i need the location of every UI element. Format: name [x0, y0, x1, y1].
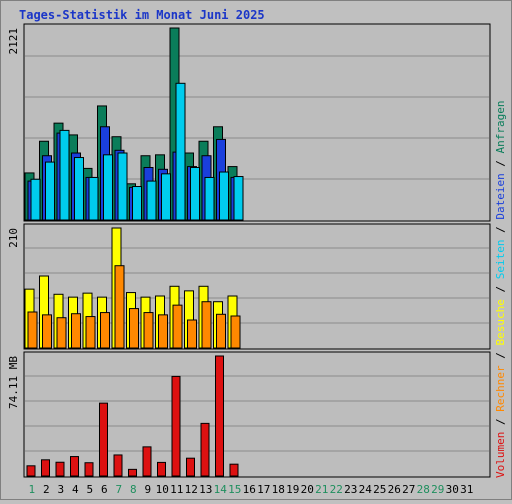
- legend-volumen: Volumen: [494, 432, 507, 478]
- bar-volumen-day-5: [84, 462, 94, 477]
- bar-seiten-day-3: [59, 129, 70, 221]
- panel-middle-y-label: 210: [7, 228, 20, 248]
- x-tick-label-day-25: 25: [373, 483, 386, 496]
- x-tick-label-day-14: 14: [214, 483, 228, 496]
- panel-top-y-label: 2121: [7, 28, 20, 55]
- bar-seiten-day-14: [219, 171, 229, 221]
- bar-seiten-day-4: [74, 157, 84, 221]
- x-tick-label-day-27: 27: [402, 483, 415, 496]
- x-tick-label-day-24: 24: [359, 483, 373, 496]
- bar-volumen-day-15: [229, 463, 239, 477]
- legend-seiten: Seiten: [494, 240, 507, 280]
- bar-volumen-day-7: [113, 454, 123, 477]
- bar-rechner-day-13: [201, 301, 212, 349]
- bar-volumen-day-12: [186, 457, 195, 477]
- chart-title: Tages-Statistik im Monat Juni 2025: [19, 8, 265, 22]
- x-tick-label-day-22: 22: [330, 483, 343, 496]
- bar-volumen-day-4: [70, 456, 79, 477]
- bar-rechner-day-10: [158, 314, 168, 349]
- bar-seiten-day-10: [161, 173, 171, 221]
- legend-right: Volumen / Rechner / Besuche / Seiten / D…: [494, 100, 507, 478]
- legend- /: /: [494, 346, 507, 366]
- x-tick-label-day-10: 10: [156, 483, 169, 496]
- panel-bottom-y-label: 74.11 MB: [7, 356, 20, 409]
- bar-volumen-day-3: [55, 461, 65, 477]
- bar-rechner-day-15: [230, 315, 241, 349]
- legend-dateien: Dateien: [494, 173, 507, 219]
- x-tick-label-day-28: 28: [417, 483, 430, 496]
- x-tick-label-day-5: 5: [86, 483, 93, 496]
- x-tick-label-day-3: 3: [57, 483, 64, 496]
- bar-volumen-day-14: [215, 355, 224, 477]
- x-tick-label-day-7: 7: [115, 483, 122, 496]
- x-tick-label-day-8: 8: [130, 483, 137, 496]
- x-tick-label-day-9: 9: [144, 483, 151, 496]
- panel-bottom-background: [23, 351, 491, 478]
- bar-seiten-day-7: [117, 152, 128, 221]
- bar-seiten-day-5: [88, 176, 99, 221]
- legend-rechner: Rechner: [494, 365, 507, 412]
- x-tick-label-day-18: 18: [272, 483, 285, 496]
- bar-rechner-day-6: [100, 312, 110, 349]
- bar-rechner-day-8: [129, 308, 139, 349]
- x-tick-label-day-6: 6: [101, 483, 108, 496]
- legend- /: /: [494, 279, 507, 299]
- x-tick-label-day-15: 15: [228, 483, 241, 496]
- x-tick-label-day-26: 26: [388, 483, 401, 496]
- x-tick-label-day-12: 12: [185, 483, 198, 496]
- x-tick-label-day-4: 4: [72, 483, 79, 496]
- x-tick-label-day-16: 16: [243, 483, 256, 496]
- x-tick-label-day-1: 1: [28, 483, 35, 496]
- bar-seiten-day-11: [175, 82, 186, 221]
- bar-volumen-day-6: [99, 402, 108, 477]
- bar-rechner-day-9: [143, 312, 154, 349]
- bar-volumen-day-11: [171, 375, 181, 477]
- bar-seiten-day-13: [204, 176, 215, 221]
- bar-seiten-day-12: [190, 166, 200, 221]
- x-tick-label-day-17: 17: [257, 483, 270, 496]
- bar-seiten-day-1: [30, 178, 41, 221]
- bar-rechner-day-5: [85, 316, 96, 349]
- x-tick-label-day-30: 30: [446, 483, 459, 496]
- legend- /: /: [494, 153, 507, 173]
- bar-seiten-day-8: [132, 186, 142, 221]
- bar-volumen-day-13: [200, 422, 210, 477]
- bar-rechner-day-4: [71, 313, 81, 349]
- x-tick-label-day-31: 31: [460, 483, 473, 496]
- legend- /: /: [494, 220, 507, 240]
- bar-seiten-day-2: [45, 161, 55, 221]
- bar-volumen-day-10: [157, 461, 166, 477]
- bar-seiten-day-15: [233, 176, 244, 221]
- bar-rechner-day-7: [114, 265, 125, 349]
- bar-rechner-day-1: [27, 311, 38, 349]
- bar-rechner-day-11: [172, 304, 183, 349]
- bar-volumen-day-8: [128, 468, 137, 477]
- legend-besuche: Besuche: [494, 299, 507, 345]
- x-tick-label-day-2: 2: [43, 483, 50, 496]
- x-tick-label-day-20: 20: [301, 483, 314, 496]
- legend- /: /: [494, 412, 507, 432]
- bar-rechner-day-2: [42, 314, 52, 349]
- x-tick-label-day-19: 19: [286, 483, 299, 496]
- bar-rechner-day-3: [56, 317, 67, 349]
- legend-anfragen: Anfragen: [494, 100, 507, 153]
- bar-seiten-day-6: [103, 154, 113, 221]
- bar-rechner-day-12: [187, 319, 197, 349]
- bar-rechner-day-14: [216, 313, 226, 349]
- bar-seiten-day-9: [146, 180, 157, 221]
- bar-volumen-day-2: [41, 459, 50, 477]
- x-tick-label-day-23: 23: [344, 483, 357, 496]
- x-tick-label-day-21: 21: [315, 483, 328, 496]
- bar-volumen-day-9: [142, 446, 152, 477]
- x-tick-label-day-13: 13: [199, 483, 212, 496]
- bar-volumen-day-1: [26, 465, 36, 477]
- x-tick-label-day-11: 11: [170, 483, 183, 496]
- x-tick-label-day-29: 29: [431, 483, 444, 496]
